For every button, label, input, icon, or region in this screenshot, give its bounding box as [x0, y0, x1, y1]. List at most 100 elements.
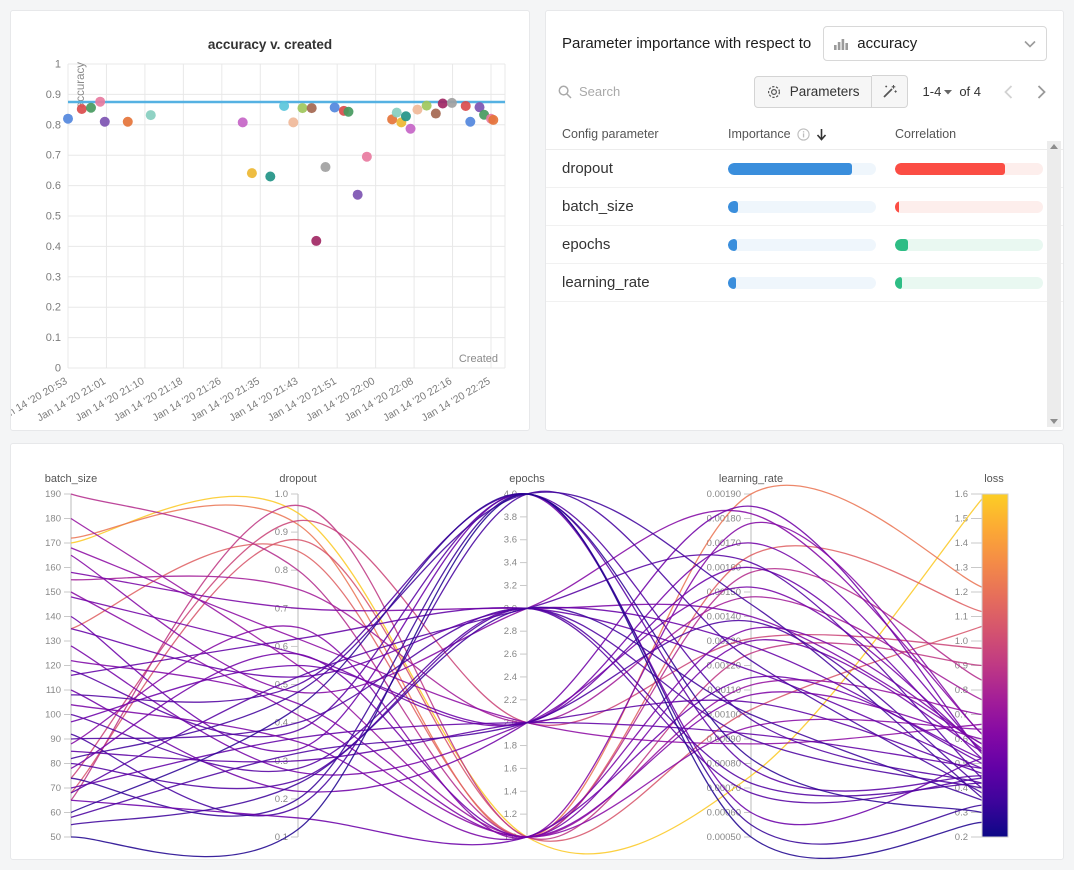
- svg-text:110: 110: [46, 685, 61, 696]
- config-parameter-name: epochs: [562, 236, 728, 253]
- importance-bar: [728, 239, 876, 251]
- svg-text:epochs: epochs: [509, 473, 545, 485]
- svg-text:1.2: 1.2: [504, 809, 517, 820]
- svg-text:1.6: 1.6: [504, 763, 517, 774]
- search-input[interactable]: Search: [558, 84, 754, 99]
- parameters-button[interactable]: Parameters: [754, 76, 872, 108]
- config-parameter-name: dropout: [562, 160, 728, 177]
- svg-text:0.6: 0.6: [46, 180, 61, 192]
- svg-text:1.4: 1.4: [504, 786, 517, 797]
- svg-text:Jan 14 '20 22:25: Jan 14 '20 22:25: [420, 375, 493, 424]
- importance-bar: [728, 201, 876, 213]
- metric-dropdown[interactable]: accuracy: [823, 26, 1047, 61]
- table-header: Config parameter Importance Correlation: [546, 118, 1063, 150]
- caret-down-icon: [944, 89, 952, 95]
- svg-text:60: 60: [50, 808, 61, 819]
- svg-text:0.00190: 0.00190: [707, 489, 741, 500]
- svg-text:0.5: 0.5: [46, 211, 61, 223]
- pagination-range[interactable]: 1-4: [923, 84, 942, 99]
- svg-text:2.4: 2.4: [504, 672, 517, 683]
- svg-text:1.0: 1.0: [275, 489, 288, 500]
- svg-text:0: 0: [55, 363, 61, 375]
- svg-text:0.00150: 0.00150: [707, 587, 741, 598]
- prev-page-button[interactable]: [1003, 84, 1014, 100]
- svg-text:2.8: 2.8: [504, 626, 517, 637]
- svg-text:0.9: 0.9: [275, 527, 288, 538]
- svg-text:170: 170: [45, 538, 61, 549]
- svg-text:160: 160: [45, 563, 61, 574]
- svg-text:1.6: 1.6: [955, 489, 968, 500]
- svg-text:0.3: 0.3: [46, 271, 61, 283]
- svg-text:0.9: 0.9: [46, 89, 61, 101]
- svg-text:0.2: 0.2: [275, 794, 288, 805]
- column-config-parameter[interactable]: Config parameter: [562, 127, 728, 141]
- info-icon[interactable]: [797, 128, 810, 141]
- panel-title: Parameter importance with respect to: [562, 35, 811, 52]
- importance-bar: [728, 163, 876, 175]
- correlation-bar: [895, 163, 1043, 175]
- svg-text:0.8: 0.8: [46, 119, 61, 131]
- scatter-chart[interactable]: 00.10.20.30.40.50.60.70.80.91Jan 14 '20 …: [11, 11, 529, 430]
- svg-text:0.2: 0.2: [955, 832, 968, 843]
- svg-text:1.2: 1.2: [955, 587, 968, 598]
- svg-text:Created: Created: [459, 353, 498, 365]
- svg-text:2.6: 2.6: [504, 649, 517, 660]
- svg-text:50: 50: [50, 832, 61, 843]
- svg-text:loss: loss: [984, 473, 1004, 485]
- metric-dropdown-value: accuracy: [857, 35, 1015, 52]
- bar-chart-icon: [834, 37, 848, 50]
- scatter-panel: accuracy v. created 00.10.20.30.40.50.60…: [10, 10, 530, 431]
- svg-text:0.1: 0.1: [46, 332, 61, 344]
- chevron-right-icon: [1036, 84, 1047, 100]
- column-importance[interactable]: Importance: [728, 127, 895, 141]
- config-parameter-name: batch_size: [562, 198, 728, 215]
- chevron-down-icon: [1024, 40, 1036, 48]
- table-row[interactable]: learning_rate: [546, 264, 1063, 302]
- scroll-down-icon[interactable]: [1050, 419, 1058, 424]
- magic-wand-button[interactable]: [872, 75, 908, 108]
- svg-text:1.0: 1.0: [955, 636, 968, 647]
- table-row[interactable]: epochs: [546, 226, 1063, 264]
- svg-text:130: 130: [45, 636, 61, 647]
- svg-text:0.7: 0.7: [275, 603, 288, 614]
- parameter-importance-panel: Parameter importance with respect to acc…: [545, 10, 1064, 431]
- svg-text:80: 80: [50, 759, 61, 770]
- gear-icon: [766, 84, 782, 100]
- svg-text:190: 190: [45, 489, 61, 500]
- pagination[interactable]: 1-4 of 4: [923, 84, 981, 99]
- pagination-total: of 4: [959, 84, 981, 99]
- svg-text:3.8: 3.8: [504, 512, 517, 523]
- next-page-button[interactable]: [1036, 84, 1047, 100]
- svg-text:120: 120: [45, 661, 61, 672]
- table-row[interactable]: batch_size: [546, 188, 1063, 226]
- scatter-title: accuracy v. created: [11, 37, 529, 52]
- search-icon: [558, 85, 572, 99]
- arrow-down-icon[interactable]: [816, 128, 827, 141]
- svg-text:batch_size: batch_size: [45, 473, 98, 485]
- chevron-left-icon: [1003, 84, 1014, 100]
- correlation-bar: [895, 239, 1043, 251]
- column-correlation[interactable]: Correlation: [895, 127, 1047, 141]
- svg-text:180: 180: [45, 514, 61, 525]
- svg-text:1.1: 1.1: [955, 612, 968, 623]
- parameters-button-label: Parameters: [790, 84, 860, 99]
- scrollbar[interactable]: [1047, 141, 1061, 427]
- svg-text:150: 150: [45, 587, 61, 598]
- config-parameter-name: learning_rate: [562, 274, 728, 291]
- importance-table-body: dropout batch_sizeepochs learning_rate: [546, 150, 1063, 302]
- svg-text:1.8: 1.8: [504, 741, 517, 752]
- svg-text:2.2: 2.2: [504, 695, 517, 706]
- svg-text:dropout: dropout: [279, 473, 316, 485]
- correlation-bar: [895, 277, 1043, 289]
- svg-text:3.6: 3.6: [504, 535, 517, 546]
- svg-text:0.4: 0.4: [46, 241, 61, 253]
- table-row[interactable]: dropout: [546, 150, 1063, 188]
- magic-wand-icon: [881, 83, 898, 100]
- svg-text:70: 70: [50, 783, 61, 794]
- svg-text:140: 140: [45, 612, 61, 623]
- svg-text:0.8: 0.8: [955, 685, 968, 696]
- parallel-coordinates-chart[interactable]: batch_size 190 180 170 160 150 140 130 120 110 100…: [11, 444, 1063, 859]
- scroll-up-icon[interactable]: [1050, 144, 1058, 149]
- svg-text:100: 100: [45, 710, 61, 721]
- parallel-coordinates-panel: batch_size 190 180 170 160 150 140 130 120 110 100…: [10, 443, 1064, 860]
